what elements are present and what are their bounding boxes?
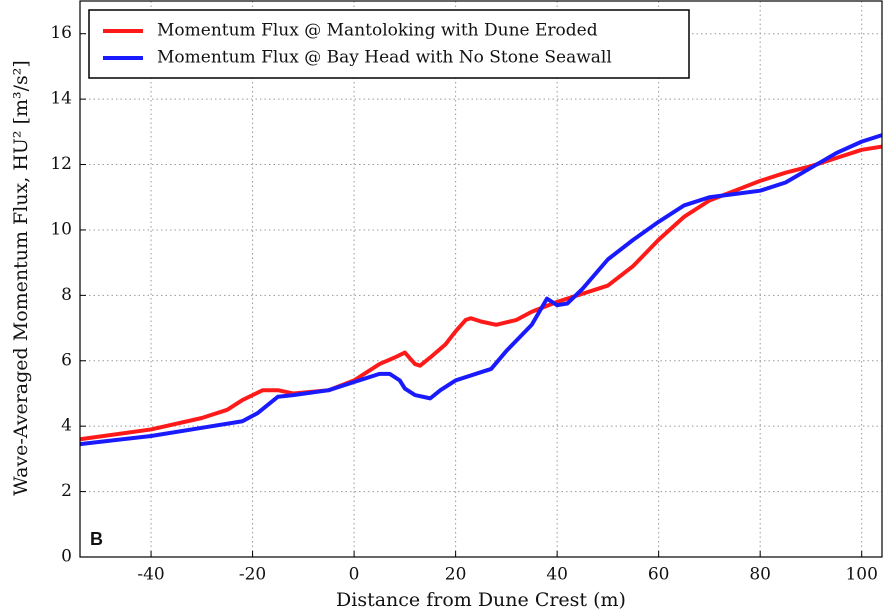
- y-tick-label: 0: [61, 547, 72, 567]
- x-tick-label: 80: [749, 565, 771, 585]
- panel-label: B: [90, 529, 103, 549]
- x-tick-label: 60: [648, 565, 670, 585]
- y-tick-label: 12: [50, 154, 72, 174]
- y-axis-label: Wave-Averaged Momentum Flux, HU² [m³/s²]: [10, 60, 32, 496]
- y-tick-label: 4: [61, 416, 72, 436]
- plot-frame: [79, 0, 883, 558]
- y-tick-label: 10: [50, 219, 72, 239]
- data-line: [79, 144, 883, 442]
- x-tick-label: 100: [845, 565, 877, 585]
- y-tick-label: 14: [50, 89, 72, 109]
- legend-label: Momentum Flux @ Mantoloking with Dune Er…: [157, 21, 598, 41]
- y-tick-label: 16: [50, 23, 72, 43]
- y-tick-label: 8: [61, 285, 72, 305]
- legend-box: [88, 9, 690, 79]
- legend-label: Momentum Flux @ Bay Head with No Stone S…: [157, 48, 612, 68]
- x-tick-label: 40: [546, 565, 568, 585]
- x-tick-label: -40: [137, 565, 164, 585]
- x-tick-label: -20: [239, 565, 266, 585]
- x-tick-label: 0: [349, 565, 360, 585]
- y-tick-label: 2: [61, 481, 72, 501]
- data-line: [79, 133, 883, 447]
- x-axis-label: Distance from Dune Crest (m): [336, 589, 626, 611]
- x-tick-label: 20: [445, 565, 467, 585]
- y-tick-label: 6: [61, 350, 72, 370]
